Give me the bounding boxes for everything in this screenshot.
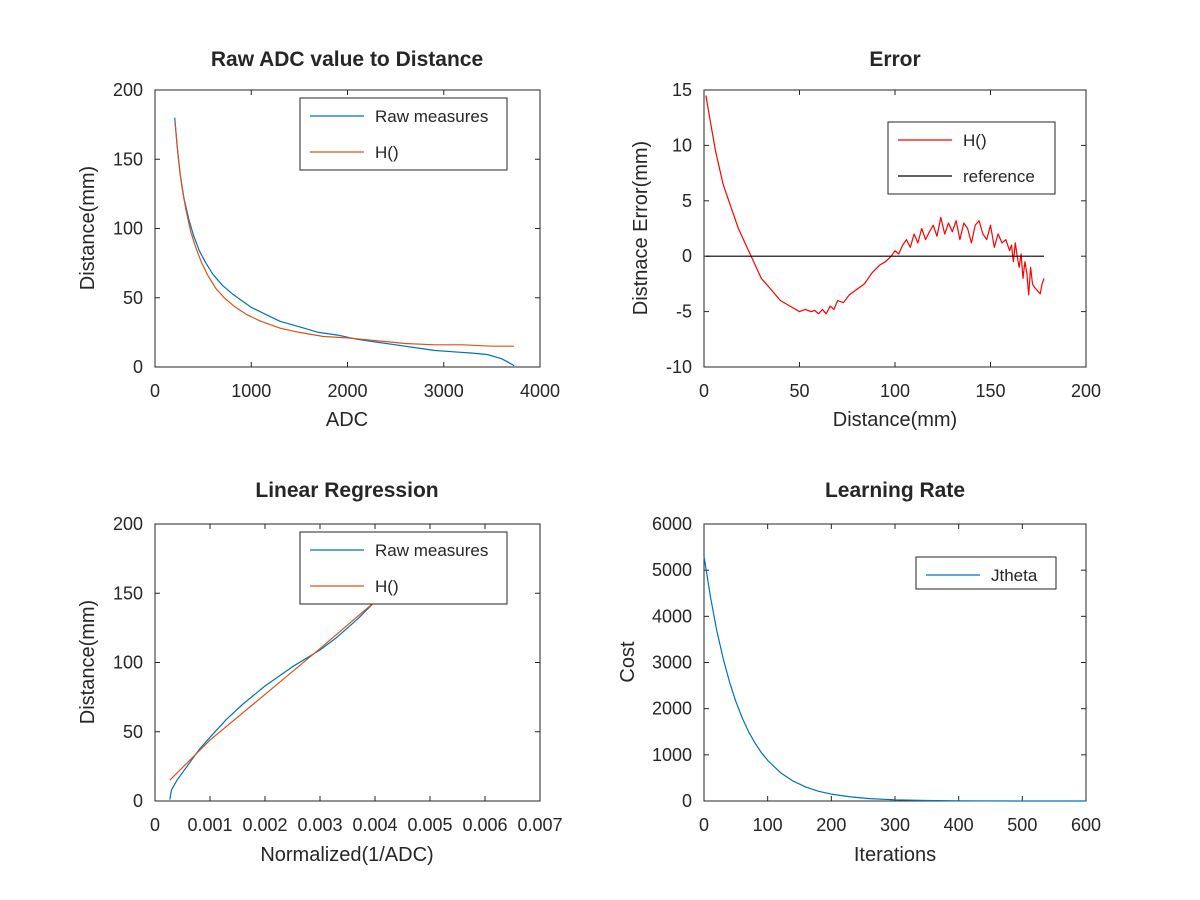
y-tick-label: 50 xyxy=(123,288,143,308)
y-tick-label: 150 xyxy=(113,583,143,603)
legend: H() reference xyxy=(887,121,1056,195)
y-tick-label: 0 xyxy=(682,246,692,266)
y-tick-label: 150 xyxy=(113,149,143,169)
x-tick-label: 0.005 xyxy=(407,815,452,835)
series-line-raw-measures xyxy=(169,601,376,800)
y-tick-label: 5000 xyxy=(652,560,692,580)
y-tick-label: 200 xyxy=(113,80,143,100)
y-tick-label: 0 xyxy=(682,791,692,811)
x-tick-label: 0.006 xyxy=(462,815,507,835)
x-axis-label: Normalized(1/ADC) xyxy=(260,844,433,866)
subplot-title: Linear Regression xyxy=(255,479,438,502)
x-tick-label: 3000 xyxy=(424,381,464,401)
subplot-raw-adc-to-distance: Raw ADC value to Distance ADC Distance(m… xyxy=(77,48,560,431)
y-tick-label: 100 xyxy=(113,219,143,239)
legend-box xyxy=(887,121,1056,195)
y-axis-label: Cost xyxy=(617,641,639,683)
x-tick-label: 0 xyxy=(150,381,160,401)
x-tick-label: 0.002 xyxy=(242,815,287,835)
legend-box xyxy=(299,531,508,605)
x-tick-label: 200 xyxy=(816,815,846,835)
legend-entry-label: H() xyxy=(375,577,399,596)
series-line-jtheta xyxy=(703,556,1086,802)
x-tick-label: 0 xyxy=(150,815,160,835)
series-line-h xyxy=(174,123,514,347)
y-tick-label: 6000 xyxy=(652,514,692,534)
legend-entry-label: H() xyxy=(375,143,399,162)
y-axis-label: Distance(mm) xyxy=(77,600,99,724)
x-tick-label: 1000 xyxy=(231,381,271,401)
x-tick-label: 150 xyxy=(975,381,1005,401)
subplot-title: Error xyxy=(869,48,920,71)
legend: Jtheta xyxy=(915,556,1057,590)
y-axis-label: Distance(mm) xyxy=(77,166,99,290)
x-tick-label: 50 xyxy=(789,381,809,401)
y-tick-label: 100 xyxy=(113,653,143,673)
subplot-error: Error Distance(mm) Distnace Error(mm) 0 5… xyxy=(630,48,1101,431)
x-tick-label: 0.007 xyxy=(517,815,562,835)
y-tick-label: 50 xyxy=(123,722,143,742)
series-line-h xyxy=(705,95,1045,315)
x-tick-label: 600 xyxy=(1071,815,1101,835)
legend-box xyxy=(915,556,1057,590)
x-axis-label: Distance(mm) xyxy=(833,409,957,431)
legend-entry-label: Raw measures xyxy=(375,541,488,560)
x-tick-label: 100 xyxy=(753,815,783,835)
x-tick-label: 0.001 xyxy=(187,815,232,835)
y-tick-label: -5 xyxy=(676,302,692,322)
legend: Raw measures H() xyxy=(299,531,508,605)
subplot-learning-rate: Learning Rate Iterations Cost 0 100 200 300… xyxy=(617,479,1101,866)
x-tick-label: 0 xyxy=(699,815,709,835)
x-tick-label: 400 xyxy=(944,815,974,835)
x-axis-label: Iterations xyxy=(854,844,936,866)
y-tick-label: 1000 xyxy=(652,745,692,765)
legend-entry-label: H() xyxy=(963,131,987,150)
y-tick-label: 10 xyxy=(672,135,692,155)
x-tick-label: 500 xyxy=(1007,815,1037,835)
x-tick-label: 0.003 xyxy=(297,815,342,835)
subplot-title: Learning Rate xyxy=(825,479,965,502)
subplot-title: Raw ADC value to Distance xyxy=(211,48,483,71)
legend-entry-label: Jtheta xyxy=(991,566,1038,585)
x-tick-label: 100 xyxy=(880,381,910,401)
legend-entry-label: Raw measures xyxy=(375,107,488,126)
y-tick-label: 0 xyxy=(133,357,143,377)
x-tick-label: 4000 xyxy=(520,381,560,401)
y-axis-label: Distnace Error(mm) xyxy=(630,141,652,315)
x-tick-label: 2000 xyxy=(327,381,367,401)
x-axis-label: ADC xyxy=(326,409,368,431)
y-tick-label: -10 xyxy=(666,357,692,377)
y-tick-label: 15 xyxy=(672,80,692,100)
series-line-h xyxy=(169,601,376,781)
x-tick-label: 0 xyxy=(699,381,709,401)
y-tick-label: 200 xyxy=(113,514,143,534)
y-tick-label: 4000 xyxy=(652,606,692,626)
y-tick-label: 3000 xyxy=(652,653,692,673)
legend: Raw measures H() xyxy=(299,97,508,171)
legend-box xyxy=(299,97,508,171)
y-tick-label: 0 xyxy=(133,791,143,811)
x-tick-label: 200 xyxy=(1071,381,1101,401)
series-line-raw-measures xyxy=(174,117,515,367)
y-tick-label: 5 xyxy=(682,191,692,211)
subplot-linear-regression: Linear Regression Normalized(1/ADC) Dist… xyxy=(77,479,563,866)
legend-entry-label: reference xyxy=(963,167,1035,186)
x-tick-label: 0.004 xyxy=(352,815,397,835)
y-tick-label: 2000 xyxy=(652,699,692,719)
x-tick-label: 300 xyxy=(880,815,910,835)
